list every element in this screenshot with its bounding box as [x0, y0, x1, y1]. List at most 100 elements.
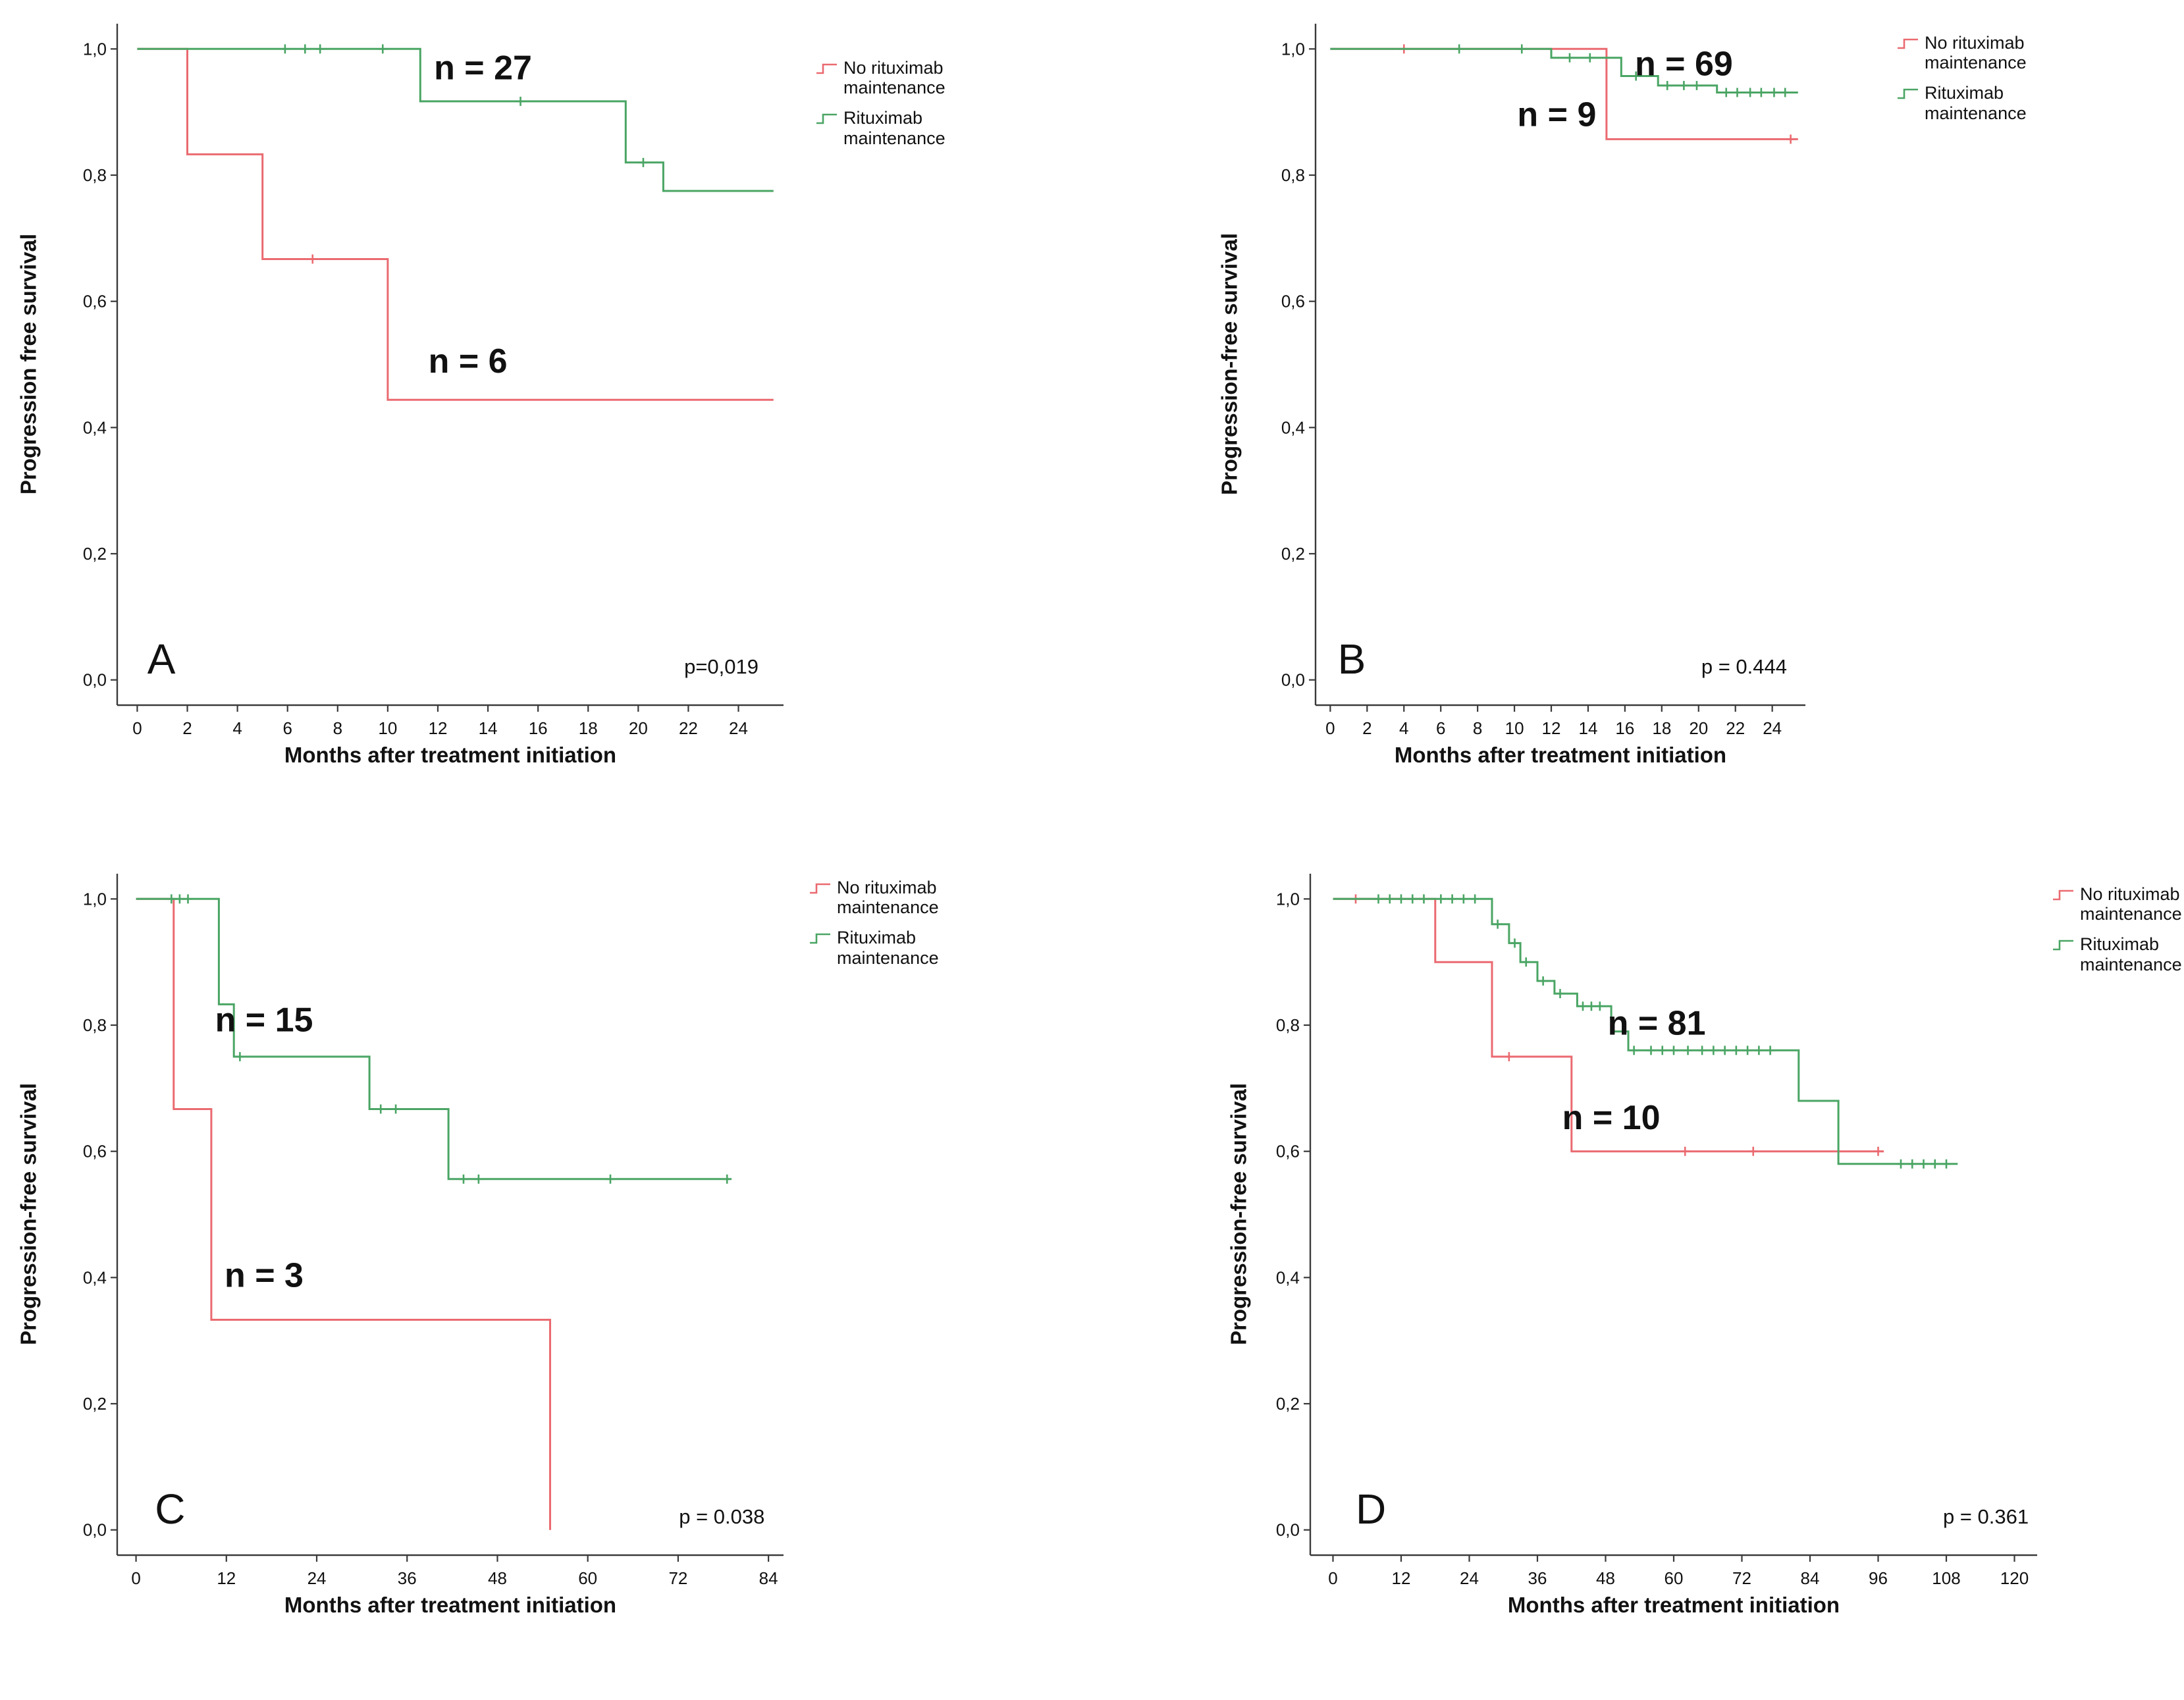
- x-tick-label: 48: [488, 1568, 507, 1588]
- x-tick-label: 36: [1528, 1568, 1547, 1588]
- x-tick-label: 72: [668, 1568, 687, 1588]
- y-tick-label: 0,6: [1276, 1142, 1300, 1161]
- no-rituximab-maintenance-curve: [1333, 897, 1884, 1153]
- x-tick-label: 12: [429, 718, 448, 738]
- y-tick-label: 1,0: [83, 889, 107, 909]
- y-axis-title: Progression free survival: [16, 233, 41, 495]
- annotation-d: D: [1356, 1485, 1386, 1533]
- y-tick-label: 0,4: [83, 1267, 107, 1287]
- legend-label: No rituximab maintenance: [1925, 33, 2027, 73]
- annotation-p-0-038: p = 0.038: [679, 1505, 764, 1528]
- legend-entry-rituximab: Rituximab maintenance: [1896, 83, 2027, 123]
- x-tick-label: 6: [282, 718, 292, 738]
- no-rituximab-maintenance-curve: [137, 47, 774, 401]
- x-tick-label: 22: [679, 718, 698, 738]
- x-tick-label: 48: [1596, 1568, 1615, 1588]
- x-tick-label: 24: [1460, 1568, 1479, 1588]
- x-tick-label: 0: [132, 718, 142, 738]
- annotation-b: B: [1338, 635, 1366, 683]
- x-tick-label: 12: [217, 1568, 236, 1588]
- legend-entry-no-rituximab: No rituximab maintenance: [1896, 33, 2027, 72]
- annotation-n-10: n = 10: [1562, 1099, 1661, 1137]
- legend-label: No rituximab maintenance: [837, 878, 939, 918]
- x-tick-label: 120: [2000, 1568, 2029, 1588]
- legend-entry-no-rituximab: No rituximab maintenance: [2052, 884, 2182, 924]
- x-axis-title: Months after treatment initiation: [284, 743, 617, 767]
- x-axis-title: Months after treatment initiation: [284, 1593, 617, 1617]
- x-tick-label: 72: [1732, 1568, 1751, 1588]
- y-tick-label: 0,6: [83, 1142, 107, 1161]
- plot-legend: No rituximab maintenance Rituximab maint…: [1896, 33, 2027, 123]
- rituximab-maintenance-curve: [1333, 897, 1958, 1165]
- x-tick-label: 60: [1665, 1568, 1684, 1588]
- y-axis-title: Progression-free survival: [1226, 1083, 1251, 1345]
- x-tick-label: 0: [1325, 718, 1335, 738]
- legend-label: No rituximab maintenance: [843, 58, 946, 98]
- x-tick-label: 24: [729, 718, 748, 738]
- legend-entry-rituximab: Rituximab maintenance: [2052, 934, 2182, 974]
- x-tick-label: 0: [1328, 1568, 1337, 1588]
- y-tick-label: 0,2: [1276, 1394, 1300, 1414]
- rituximab-maintenance-curve: [136, 897, 731, 1181]
- km-chart-svg-a: 0 2 4 6 8 10 12 14 16 18 20 22 240,00,20,40,60,81,0 n…: [83, 24, 784, 738]
- x-tick-label: 60: [578, 1568, 597, 1588]
- y-tick-label: 0,6: [1281, 292, 1305, 311]
- x-tick-label: 10: [378, 718, 397, 738]
- y-tick-label: 0,2: [1281, 544, 1305, 564]
- x-tick-label: 96: [1869, 1568, 1888, 1588]
- y-tick-label: 0,4: [1276, 1267, 1300, 1287]
- x-tick-label: 14: [1578, 718, 1597, 738]
- x-tick-label: 16: [529, 718, 548, 738]
- plot-legend: No rituximab maintenance Rituximab maint…: [809, 878, 939, 968]
- x-axis-title: Months after treatment initiation: [1507, 1593, 1840, 1617]
- green-step-line-icon: [2053, 940, 2073, 951]
- no-rituximab-maintenance-curve: [136, 897, 551, 1530]
- panel-b: Progression-free survival 0 2 4 6 8 10 12 14 16 1…: [1092, 0, 2184, 850]
- legend-label: No rituximab maintenance: [2080, 884, 2182, 924]
- rituximab-maintenance-curve: [137, 47, 774, 192]
- x-tick-label: 24: [1763, 718, 1782, 738]
- legend-label: Rituximab maintenance: [2080, 934, 2182, 974]
- annotation-p-0-361: p = 0.361: [1943, 1505, 2029, 1528]
- green-step-line-icon: [1898, 89, 1918, 99]
- y-tick-label: 0,2: [83, 544, 107, 564]
- annotation-n-15: n = 15: [215, 1001, 313, 1040]
- x-tick-label: 0: [131, 1568, 140, 1588]
- x-tick-label: 20: [629, 718, 648, 738]
- x-axis-title: Months after treatment initiation: [1394, 743, 1727, 767]
- km-chart-svg-c: 0 12 24 36 48 60 72 84 0,0 0,2 0,4 0,6 0,8 1,0 n = 15 n…: [83, 874, 784, 1588]
- km-plot-a: 0 2 4 6 8 10 12 14 16 18 20 22 24 0,0 0,2 0,4 0,6 0,8 1,0 n…: [66, 4, 811, 769]
- legend-entry-rituximab: Rituximab maintenance: [809, 928, 939, 968]
- legend-label: Rituximab maintenance: [837, 928, 939, 968]
- km-chart-svg-b: 0 2 4 6 8 10 12 14 16 18 20 22 240,00,20,40,60,81,0 n…: [1281, 24, 1805, 738]
- green-step-line-icon: [810, 934, 830, 944]
- x-tick-label: 8: [333, 718, 342, 738]
- x-tick-label: 10: [1505, 718, 1524, 738]
- x-tick-label: 8: [1473, 718, 1482, 738]
- legend-entry-no-rituximab: No rituximab maintenance: [815, 58, 946, 97]
- annotation-p-0-444: p = 0.444: [1701, 655, 1787, 678]
- x-tick-label: 4: [1399, 718, 1408, 738]
- x-tick-label: 18: [579, 718, 598, 738]
- legend-entry-rituximab: Rituximab maintenance: [815, 108, 946, 148]
- y-tick-label: 0,4: [1281, 417, 1305, 437]
- x-tick-label: 12: [1542, 718, 1561, 738]
- y-tick-label: 0,8: [83, 165, 107, 185]
- km-chart-svg-d: 0 12 24 36 48 60 72 84 96 108 120 0,0 0,2 0,4 0,6 0,8 1,…: [1276, 874, 2037, 1588]
- y-axis-title: Progression-free survival: [16, 1083, 41, 1345]
- y-tick-label: 0,0: [83, 1520, 107, 1540]
- y-tick-label: 0,2: [83, 1394, 107, 1414]
- red-step-line-icon: [2053, 890, 2073, 901]
- panel-d: Progression-free survival 0 12 24 36 48 60 72 8…: [1092, 850, 2184, 1700]
- y-tick-label: 0,4: [83, 417, 107, 437]
- plot-legend: No rituximab maintenance Rituximab maint…: [2052, 884, 2182, 974]
- x-tick-label: 14: [479, 718, 498, 738]
- x-tick-label: 4: [232, 718, 242, 738]
- panel-a: Progression free survival 0 2 4 6 8 10 12 14 16 1…: [0, 0, 1092, 850]
- annotation-n-27: n = 27: [434, 49, 532, 87]
- legend-label: Rituximab maintenance: [1925, 83, 2027, 123]
- red-step-line-icon: [816, 63, 837, 74]
- x-tick-label: 2: [1362, 718, 1372, 738]
- y-tick-label: 0,8: [83, 1015, 107, 1035]
